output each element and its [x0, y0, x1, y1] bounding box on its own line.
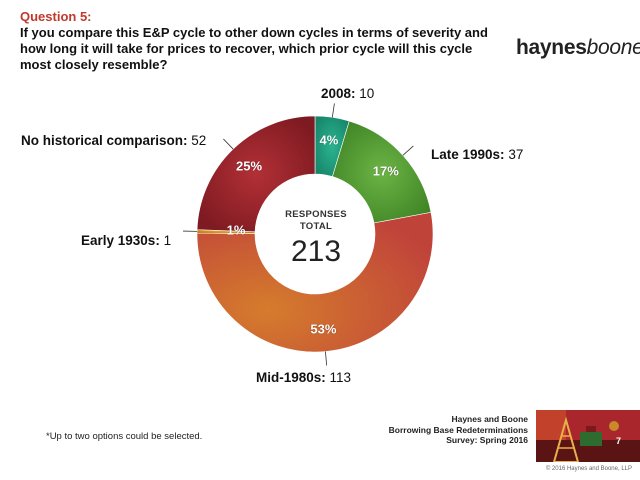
footer-org: Haynes and Boone	[451, 414, 528, 424]
callout-count: 10	[359, 86, 375, 101]
callout-early-1930s: Early 1930s: 1	[81, 233, 171, 248]
slice-percent-label-early-1930s: 1%	[226, 222, 246, 238]
callout-name: 2008:	[321, 86, 356, 101]
callout-name: Mid-1980s:	[256, 370, 326, 385]
callout-count: 113	[329, 370, 352, 385]
copyright: © 2016 Haynes and Boone, LLP	[545, 466, 632, 472]
center-label-responses: RESPONSES	[285, 209, 347, 220]
page-number: 7	[616, 436, 622, 446]
callout-name: No historical comparison:	[21, 133, 188, 148]
oil-rig-icon	[536, 410, 640, 462]
callout-late-1990s: Late 1990s: 37	[431, 147, 523, 162]
question-text: If you compare this E&P cycle to other d…	[20, 25, 488, 72]
leader-line-no-historical-comparison	[223, 138, 234, 150]
footer-title: Borrowing Base Redeterminations	[388, 424, 528, 435]
slice-percent-label-2008: 4%	[319, 132, 339, 148]
footer-oil-rig-image	[536, 410, 640, 462]
leader-line-mid-1980s	[325, 351, 328, 366]
callout-name: Early 1930s:	[81, 233, 160, 248]
footer-title-block: Haynes and Boone Borrowing Base Redeterm…	[389, 414, 528, 446]
leader-line-late-1990s	[402, 145, 414, 156]
callout-count: 52	[191, 133, 207, 148]
leader-line-2008	[331, 103, 335, 118]
callout-count: 1	[163, 233, 172, 248]
question-number: Question 5:	[20, 9, 92, 24]
footnote: *Up to two options could be selected.	[46, 431, 203, 442]
logo-part-2: boone	[586, 36, 640, 59]
slice-percent-label-late-1990s: 17%	[372, 163, 399, 179]
slice-no-historical-comparison	[196, 115, 316, 233]
callout-2008: 2008: 10	[321, 86, 374, 101]
center-label-total: TOTAL	[299, 221, 333, 232]
callout-no-historical-comparison: No historical comparison: 52	[21, 133, 206, 148]
center-total-value: 213	[290, 235, 342, 268]
slice-percent-label-mid-1980s: 53%	[310, 321, 337, 337]
callout-name: Late 1990s:	[431, 147, 505, 162]
callout-count: 37	[508, 147, 524, 162]
logo-part-1: haynes	[516, 36, 587, 59]
donut-center: RESPONSES TOTAL 213	[266, 209, 366, 269]
callout-mid-1980s: Mid-1980s: 113	[256, 370, 351, 385]
haynesboone-logo: haynesboone	[516, 36, 640, 60]
footer-subtitle: Survey: Spring 2016	[446, 435, 528, 445]
slice-percent-label-no-historical-comparison: 25%	[236, 158, 263, 174]
